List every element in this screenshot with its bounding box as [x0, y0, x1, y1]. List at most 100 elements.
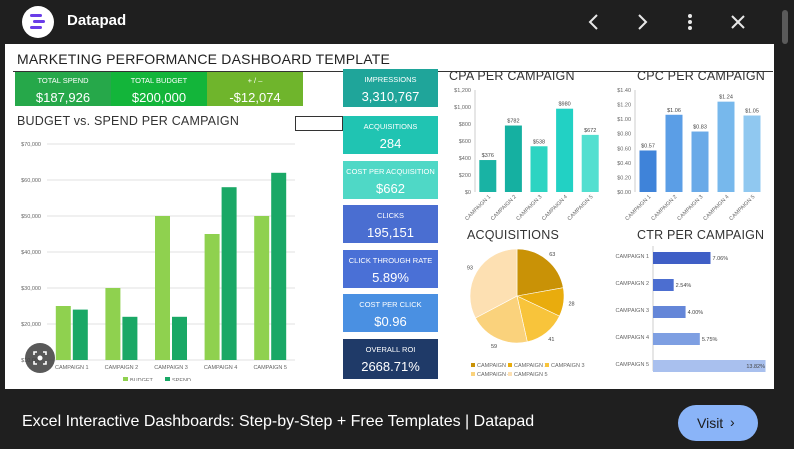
more-vert-icon — [688, 14, 692, 30]
data-label: 13.82% — [746, 364, 765, 370]
bar — [556, 108, 574, 192]
legend-label: CAMPAIGN 2 — [514, 363, 548, 369]
y-tick-label: $400 — [459, 156, 471, 162]
x-tick-label: CAMPAIGN 2 — [105, 365, 139, 371]
bar — [691, 131, 709, 192]
bar — [479, 160, 497, 192]
cpc-chart-title: CPC PER CAMPAIGN — [637, 69, 765, 83]
dashboard-title: MARKETING PERFORMANCE DASHBOARD TEMPLATE — [17, 51, 391, 67]
data-label: $672 — [584, 128, 596, 134]
y-tick-label: $30,000 — [21, 286, 41, 292]
close-button[interactable] — [724, 8, 752, 36]
chevron-right-icon — [638, 14, 648, 30]
bar-spend — [122, 316, 138, 360]
more-options-button[interactable] — [676, 8, 704, 36]
ctr-chart-title: CTR PER CAMPAIGN — [637, 228, 765, 242]
data-label: 4.00% — [688, 310, 704, 316]
chevron-right-icon: › — [730, 414, 735, 430]
top-bar: Datapad — [0, 0, 794, 44]
data-label: 7.06% — [712, 256, 728, 262]
legend-swatch — [471, 372, 475, 376]
close-icon — [731, 15, 745, 29]
data-label: 59 — [491, 344, 497, 350]
bar-budget — [55, 306, 71, 360]
datapad-logo[interactable] — [22, 6, 54, 38]
back-button[interactable] — [580, 8, 608, 36]
legend-swatch — [471, 363, 475, 367]
metric-cost-per-click: COST PER CLICK $0.96 — [343, 294, 438, 332]
data-label: $782 — [507, 119, 519, 125]
x-tick-label: CAMPAIGN 1 — [624, 194, 652, 222]
y-tick-label: $0.20 — [617, 175, 631, 181]
x-tick-label: CAMPAIGN 4 — [541, 194, 569, 222]
x-tick-label: CAMPAIGN 1 — [55, 365, 89, 371]
forward-button[interactable] — [628, 8, 656, 36]
metric-impressions: IMPRESSIONS 3,310,767 — [343, 69, 438, 107]
budget-spend-chart: $10,000$20,000$30,000$40,000$50,000$60,0… — [21, 142, 295, 381]
kpi-value: -$12,074 — [229, 90, 281, 105]
metric-cost-per-acquisition: COST PER ACQUISITION $662 — [343, 161, 438, 199]
metric-label: COST PER CLICK — [359, 300, 422, 309]
metric-value: $0.96 — [374, 314, 407, 329]
dashboard-image[interactable]: MARKETING PERFORMANCE DASHBOARD TEMPLATE… — [5, 44, 774, 389]
lens-search-button[interactable] — [25, 343, 55, 373]
pie-slice — [516, 248, 564, 297]
metric-label: ACQUISITIONS — [363, 122, 418, 131]
kpi-value: $187,926 — [35, 90, 91, 105]
scrollbar[interactable] — [778, 0, 790, 44]
legend-swatch — [545, 363, 549, 367]
kpi-value: $200,000 — [131, 90, 187, 105]
data-label: $538 — [533, 139, 545, 145]
x-tick-label: CAMPAIGN 3 — [676, 194, 704, 222]
visit-button[interactable]: Visit › — [678, 405, 758, 441]
scrollbar-thumb[interactable] — [782, 10, 788, 44]
acquisitions-chart-title: ACQUISITIONS — [467, 228, 559, 242]
metric-label: OVERALL ROI — [365, 345, 416, 354]
metric-value: 2668.71% — [361, 359, 420, 374]
bar-budget — [254, 216, 270, 360]
legend-swatch — [508, 363, 512, 367]
bar — [504, 125, 522, 192]
x-tick-label: CAMPAIGN 4 — [702, 194, 730, 222]
bar — [653, 360, 766, 372]
data-label: $0.57 — [641, 143, 655, 149]
y-tick-label: $800 — [459, 122, 471, 128]
chevron-left-icon — [588, 14, 598, 30]
kpi-difference: + / – -$12,074 — [207, 72, 303, 106]
metric-value: $662 — [376, 181, 405, 196]
data-label: $980 — [558, 102, 570, 108]
metric-value: 3,310,767 — [361, 89, 420, 104]
bar — [717, 101, 735, 192]
kpi-label: + / – — [247, 76, 263, 85]
x-tick-label: CAMPAIGN 1 — [464, 194, 492, 222]
y-tick-label: $1.20 — [617, 103, 631, 109]
acquisitions-pie-chart: 63 28 41 59 93 CAMPAIGN 1 CAMPAIGN 2 CAMPAIGN 3… — [467, 248, 585, 378]
x-tick-label: CAMPAIGN 4 — [204, 365, 238, 371]
x-tick-label: CAMPAIGN 2 — [650, 194, 678, 222]
bar — [639, 150, 657, 192]
y-tick-label: $200 — [459, 173, 471, 179]
data-label: 63 — [549, 252, 555, 258]
data-label: 28 — [568, 301, 574, 307]
metric-overall-roi: OVERALL ROI 2668.71% — [343, 339, 438, 379]
bar — [653, 252, 711, 264]
bar — [653, 306, 686, 318]
x-tick-label: CAMPAIGN 5 — [253, 365, 287, 371]
y-tick-label: CAMPAIGN 1 — [615, 254, 649, 260]
cpa-chart: $0 $200 $400 $600 $800 $1,000 $1,200 $376 CAMPAI… — [454, 88, 599, 222]
data-label: $0.83 — [693, 125, 707, 131]
y-tick-label: $1.40 — [617, 88, 631, 94]
y-tick-label: CAMPAIGN 2 — [615, 281, 649, 287]
cpc-chart: $0.00 $0.20 $0.40 $0.60 $0.80 $1.00 $1.20 $1.40… — [617, 88, 761, 222]
visit-label: Visit — [697, 415, 724, 431]
metric-acquisitions: ACQUISITIONS 284 — [343, 116, 438, 154]
kpi-label: TOTAL SPEND — [37, 76, 89, 85]
site-name[interactable]: Datapad — [67, 12, 127, 29]
bar — [581, 134, 599, 192]
y-tick-label: $0.80 — [617, 132, 631, 138]
image-caption[interactable]: Excel Interactive Dashboards: Step-by-St… — [22, 413, 535, 430]
bar-budget — [105, 288, 121, 360]
bar — [530, 146, 548, 192]
y-tick-label: CAMPAIGN 3 — [615, 308, 649, 314]
y-tick-label: CAMPAIGN 4 — [615, 335, 649, 341]
